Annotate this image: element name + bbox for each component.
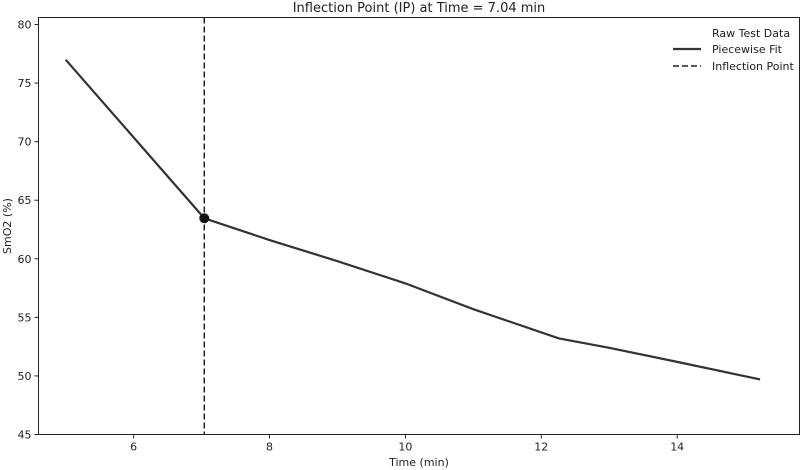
y-axis-label: SmO2 (%) xyxy=(1,198,14,254)
x-axis-label: Time (min) xyxy=(388,456,449,469)
piecewise-fit-line xyxy=(64,58,761,381)
x-tick-label: 10 xyxy=(398,441,412,454)
y-tick-label: 70 xyxy=(18,136,32,149)
x-tick-label: 8 xyxy=(266,441,273,454)
y-tick-label: 65 xyxy=(18,194,32,207)
x-tick-label: 12 xyxy=(534,441,548,454)
chart-title: Inflection Point (IP) at Time = 7.04 min xyxy=(293,1,546,16)
y-tick-label: 75 xyxy=(18,77,32,90)
legend-label-inflection-point: Inflection Point xyxy=(712,60,795,73)
legend-label-raw-test-data: Raw Test Data xyxy=(712,27,790,40)
x-tick-label: 6 xyxy=(130,441,137,454)
y-tick-label: 60 xyxy=(18,253,32,266)
legend: Raw Test Data Piecewise Fit Inflection P… xyxy=(673,27,795,73)
plot-area xyxy=(38,17,800,435)
y-tick-label: 50 xyxy=(18,370,32,383)
inflection-point-marker xyxy=(199,213,210,224)
y-tick-label: 55 xyxy=(18,311,32,324)
y-tick-label: 80 xyxy=(18,19,32,32)
x-tick-label: 14 xyxy=(670,441,684,454)
legend-label-piecewise-fit: Piecewise Fit xyxy=(712,43,783,56)
y-tick-label: 45 xyxy=(18,429,32,442)
